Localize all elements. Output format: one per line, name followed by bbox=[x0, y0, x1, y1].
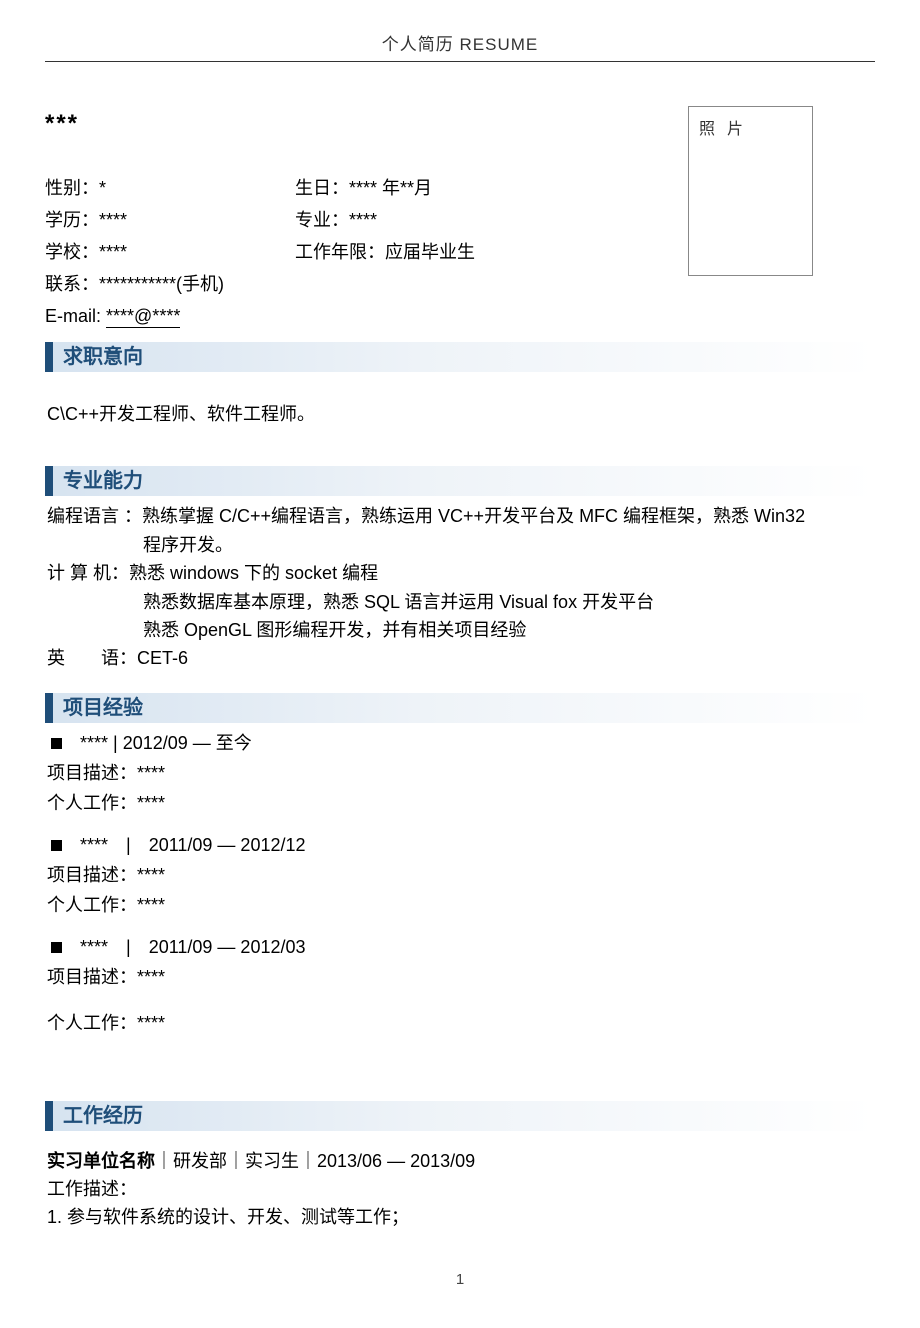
gender-field: 性别：* bbox=[45, 172, 295, 204]
project-desc: 项目描述：**** bbox=[47, 861, 875, 889]
skill-programming-text2: 程序开发。 bbox=[47, 531, 875, 559]
workyears-field: 工作年限：应届毕业生 bbox=[295, 236, 475, 268]
project-item: **** | 2011/09 — 2012/03 项目描述：**** 个人工作：… bbox=[47, 933, 875, 1037]
email-field: E-mail: ****@**** bbox=[45, 300, 180, 332]
project-head: **** | 2011/09 — 2012/12 bbox=[80, 831, 306, 859]
project-work: 个人工作：**** bbox=[47, 789, 875, 817]
work-desc-label: 工作描述： bbox=[47, 1175, 875, 1203]
section-bar-icon bbox=[45, 342, 53, 372]
section-skills-header: 专业能力 bbox=[45, 466, 875, 496]
section-bar-icon bbox=[45, 693, 53, 723]
section-work-header: 工作经历 bbox=[45, 1101, 875, 1131]
skill-computer-label: 计 算 机： bbox=[47, 559, 129, 587]
skill-programming-label: 编程语言 ： bbox=[47, 502, 142, 530]
project-desc: 项目描述：**** bbox=[47, 759, 875, 787]
section-objective-title: 求职意向 bbox=[53, 342, 143, 372]
bullet-square-icon bbox=[51, 840, 62, 851]
birthday-field: 生日：**** 年**月 bbox=[295, 172, 432, 204]
skill-english-label: 英 语： bbox=[47, 644, 137, 672]
section-bar-icon bbox=[45, 1101, 53, 1131]
personal-info-block: *** 照片 性别：* 生日：**** 年**月 学历：**** 专业：****… bbox=[45, 110, 875, 332]
contact-field: 联系：***********(手机) bbox=[45, 268, 224, 300]
section-work-title: 工作经历 bbox=[53, 1101, 143, 1131]
project-item: **** | 2012/09 — 至今 项目描述：**** 个人工作：**** bbox=[47, 729, 875, 817]
project-head: **** | 2012/09 — 至今 bbox=[80, 729, 252, 757]
page-header: 个人简历 RESUME bbox=[45, 30, 875, 62]
major-field: 专业：**** bbox=[295, 204, 377, 236]
skill-computer-line1: 熟悉 windows 下的 socket 编程 bbox=[129, 559, 875, 587]
project-work: 个人工作：**** bbox=[47, 891, 875, 919]
work-company-line: 实习单位名称｜研发部｜实习生｜2013/06 — 2013/09 bbox=[47, 1147, 875, 1175]
skills-content: 编程语言 ： 熟练掌握 C/C++编程语言，熟练运用 VC++开发平台及 MFC… bbox=[45, 496, 875, 683]
skill-computer-line3: 熟悉 OpenGL 图形编程开发，并有相关项目经验 bbox=[47, 616, 875, 644]
work-item-1: 1. 参与软件系统的设计、开发、测试等工作； bbox=[47, 1203, 875, 1231]
project-work: 个人工作：**** bbox=[47, 1009, 875, 1037]
bullet-square-icon bbox=[51, 738, 62, 749]
project-head: **** | 2011/09 — 2012/03 bbox=[80, 933, 306, 961]
section-skills-title: 专业能力 bbox=[53, 466, 143, 496]
skill-programming-text: 熟练掌握 C/C++编程语言，熟练运用 VC++开发平台及 MFC 编程框架，熟… bbox=[142, 502, 875, 530]
project-desc: 项目描述：**** bbox=[47, 963, 875, 991]
section-projects-header: 项目经验 bbox=[45, 693, 875, 723]
work-content: 实习单位名称｜研发部｜实习生｜2013/06 — 2013/09 工作描述： 1… bbox=[45, 1131, 875, 1241]
school-field: 学校：**** bbox=[45, 236, 295, 268]
section-projects-title: 项目经验 bbox=[53, 693, 143, 723]
project-item: **** | 2011/09 — 2012/12 项目描述：**** 个人工作：… bbox=[47, 831, 875, 919]
bullet-square-icon bbox=[51, 942, 62, 953]
skill-english-text: CET-6 bbox=[137, 644, 875, 672]
projects-content: **** | 2012/09 — 至今 项目描述：**** 个人工作：**** … bbox=[45, 723, 875, 1061]
section-objective-header: 求职意向 bbox=[45, 342, 875, 372]
page-number: 1 bbox=[45, 1271, 875, 1288]
photo-placeholder: 照片 bbox=[688, 106, 813, 276]
skill-computer-line2: 熟悉数据库基本原理，熟悉 SQL 语言并运用 Visual fox 开发平台 bbox=[47, 588, 875, 616]
section-bar-icon bbox=[45, 466, 53, 496]
education-field: 学历：**** bbox=[45, 204, 295, 236]
objective-content: C\C++开发工程师、软件工程师。 bbox=[45, 372, 875, 456]
